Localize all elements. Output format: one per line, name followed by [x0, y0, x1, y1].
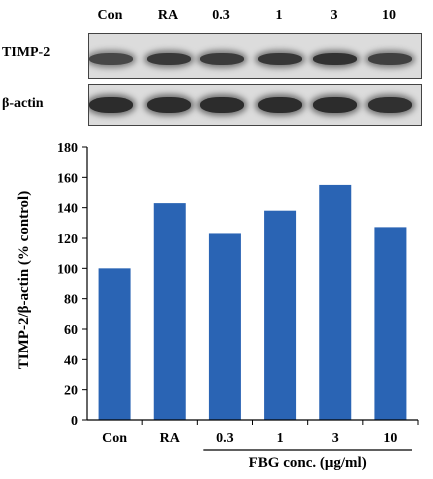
blot-band: [147, 97, 191, 113]
y-tick-label: 40: [64, 353, 78, 368]
blot-band: [200, 97, 244, 113]
blot-row-label-timp2: TIMP-2: [2, 45, 51, 60]
blot-band: [147, 53, 191, 65]
blot-lane-labels: Con RA 0.3 1 3 10: [0, 0, 433, 30]
lane-label-3: 3: [330, 8, 338, 23]
bar-0-3: [208, 233, 241, 420]
y-tick-label: 0: [71, 414, 78, 429]
bars: [98, 184, 407, 420]
y-tick-label: 80: [64, 293, 78, 308]
y-axis: 0 20 40 60 80 100 120 140 160 180: [57, 141, 88, 429]
y-tick-label: 140: [57, 202, 78, 217]
blot-band: [313, 97, 357, 113]
x-tick-label: 10: [383, 431, 397, 446]
bar-chart: 0 20 40 60 80 100 120 140 160 180 Con RA 0.3 1 3 10 TI…: [16, 141, 419, 471]
y-axis-title: TIMP-2/β-actin (% control): [16, 191, 32, 369]
bar-1: [264, 210, 297, 420]
y-tick-label: 100: [57, 262, 78, 277]
bar-ra: [153, 203, 186, 420]
blot-row-label-actin: β-actin: [2, 96, 44, 111]
x-tick-label: RA: [160, 431, 181, 446]
y-tick-label: 20: [64, 384, 78, 399]
y-tick-label: 120: [57, 232, 78, 247]
bar-10: [374, 227, 407, 420]
blot-band: [368, 97, 412, 113]
y-tick-label: 60: [64, 323, 78, 338]
y-tick-label: 180: [57, 141, 78, 156]
lane-label-ra: RA: [157, 8, 179, 23]
blot-band: [258, 53, 302, 65]
blot-band: [368, 53, 412, 65]
blot-band: [89, 53, 133, 65]
lane-label-10: 10: [382, 8, 396, 23]
x-tick-label: 1: [277, 431, 284, 446]
x-tick-label: 0.3: [216, 431, 234, 446]
blot-band: [313, 53, 357, 65]
y-tick-label: 160: [57, 171, 78, 186]
blot-panel-timp2: [88, 33, 422, 79]
blot-panel-actin: [88, 84, 422, 126]
lane-label-1: 1: [275, 8, 283, 23]
x-axis-title: FBG conc. (μg/ml): [249, 455, 367, 471]
x-axis: Con RA 0.3 1 3 10: [87, 419, 419, 446]
lane-label-con: Con: [97, 8, 123, 23]
blot-band: [200, 53, 244, 65]
x-tick-label: 3: [332, 431, 339, 446]
x-tick-label: Con: [102, 431, 127, 446]
bar-con: [98, 268, 131, 420]
blot-band: [89, 97, 133, 113]
lane-label-0-3: 0.3: [212, 8, 230, 23]
bar-3: [319, 184, 352, 420]
blot-band: [258, 97, 302, 113]
